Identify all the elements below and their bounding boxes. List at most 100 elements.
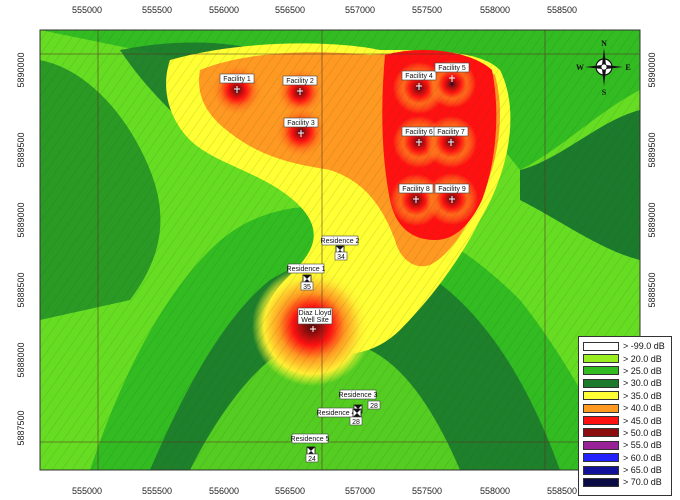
legend-row: > 60.0 dB	[583, 452, 667, 464]
legend-label: > 60.0 dB	[623, 452, 662, 463]
y-tick-label: 5889500	[16, 132, 26, 167]
x-tick-label: 558500	[547, 486, 577, 496]
legend-row: > 40.0 dB	[583, 402, 667, 414]
compass-s: S	[602, 88, 607, 97]
x-tick-label: 555000	[72, 5, 102, 15]
x-tick-label: 556500	[275, 5, 305, 15]
facility-labels: Facility 1 Facility 2 Facility 3 Facility 4…	[219, 62, 470, 203]
y-tick-label: 5888500	[16, 272, 26, 307]
residence-marker: Residence 5 24	[291, 433, 330, 463]
legend: > -99.0 dB > 20.0 dB > 25.0 dB > 30.0 dB > 3…	[578, 336, 672, 496]
facility-name: Facility 9	[438, 186, 466, 193]
x-tick-label: 555500	[142, 486, 172, 496]
legend-row: > 35.0 dB	[583, 390, 667, 402]
facility-name: Facility 8	[402, 186, 430, 193]
legend-label: > 25.0 dB	[623, 365, 662, 376]
legend-row: > 70.0 dB	[583, 476, 667, 488]
legend-label: > 55.0 dB	[623, 440, 662, 451]
y-tick-label: 5887500	[16, 410, 26, 445]
y-tick-label: 5889000	[16, 202, 26, 237]
residence-name: Residence 3	[339, 392, 378, 399]
compass-rose-icon: N S W E	[576, 39, 631, 97]
legend-row: > 20.0 dB	[583, 352, 667, 364]
x-tick-label: 556500	[275, 486, 305, 496]
facility-label: Facility 5	[434, 62, 470, 73]
legend-label: > 50.0 dB	[623, 427, 662, 438]
facility-label: Facility 4	[401, 70, 437, 81]
legend-swatch	[583, 378, 619, 388]
legend-swatch	[583, 403, 619, 413]
facility-label: Facility 7	[433, 126, 469, 137]
facility-marker	[298, 130, 304, 137]
facility-label: Facility 2	[282, 75, 318, 86]
residence-name: Residence 4	[317, 410, 356, 417]
legend-swatch	[583, 341, 619, 351]
legend-row: > 45.0 dB	[583, 414, 667, 426]
residence-value: 35	[303, 284, 311, 291]
residence-hourglass-icon	[352, 408, 362, 418]
x-tick-label: 555000	[72, 486, 102, 496]
residence-marker: Residence 2 34	[321, 235, 360, 261]
x-tick-label: 557500	[412, 5, 442, 15]
y-tick-label: 5888500	[647, 272, 657, 307]
legend-swatch	[583, 428, 619, 438]
facility-name: Facility 5	[438, 65, 466, 72]
y-tick-label: 5888000	[16, 342, 26, 377]
y-tick-label: 5889500	[647, 132, 657, 167]
residence-markers: Residence 1 35 Residence 2 34 Residence 3 28 R…	[287, 235, 381, 463]
well-site-label: Diaz Lloyd Well Site	[297, 307, 333, 325]
facility-name: Facility 6	[405, 129, 433, 136]
legend-label: > 40.0 dB	[623, 403, 662, 414]
facility-name: Facility 2	[286, 78, 314, 85]
legend-label: > -99.0 dB	[623, 341, 665, 352]
x-tick-label: 558000	[480, 486, 510, 496]
legend-label: > 65.0 dB	[623, 465, 662, 476]
facility-label: Facility 3	[283, 117, 319, 128]
facility-marker	[416, 139, 422, 146]
well-site-line2: Well Site	[301, 317, 329, 324]
facility-label: Facility 9	[434, 183, 470, 194]
legend-label: > 45.0 dB	[623, 415, 662, 426]
facility-name: Facility 7	[437, 129, 465, 136]
y-tick-label: 5889000	[647, 202, 657, 237]
facility-label: Facility 8	[398, 183, 434, 194]
facility-name: Facility 3	[287, 120, 315, 127]
legend-label: > 30.0 dB	[623, 378, 662, 389]
facility-name: Facility 1	[223, 76, 251, 83]
legend-swatch	[583, 440, 619, 450]
legend-swatch	[583, 366, 619, 376]
x-tick-label: 557000	[345, 5, 375, 15]
legend-row: > -99.0 dB	[583, 340, 667, 352]
facility-marker	[448, 139, 454, 146]
facility-marker	[449, 196, 455, 203]
compass-w: W	[576, 63, 584, 72]
well-site-line1: Diaz Lloyd	[299, 310, 332, 317]
residence-name: Residence 2	[321, 238, 360, 245]
x-tick-label: 558000	[480, 5, 510, 15]
residence-value: 28	[370, 403, 378, 410]
facility-marker	[234, 86, 240, 93]
legend-label: > 35.0 dB	[623, 390, 662, 401]
residence-value: 28	[352, 419, 360, 426]
x-tick-label: 556000	[209, 486, 239, 496]
residence-name: Residence 1	[287, 266, 326, 273]
facility-name: Facility 4	[405, 73, 433, 80]
legend-label: > 20.0 dB	[623, 353, 662, 364]
legend-swatch	[583, 465, 619, 475]
legend-label: > 70.0 dB	[623, 477, 662, 488]
x-tick-label: 556000	[209, 5, 239, 15]
y-tick-label: 5890000	[647, 52, 657, 87]
residence-marker: Residence 1 35	[287, 263, 326, 291]
legend-row: > 55.0 dB	[583, 439, 667, 451]
x-tick-label: 557000	[345, 486, 375, 496]
residence-value: 34	[337, 254, 345, 261]
x-tick-label: 555500	[142, 5, 172, 15]
compass-n: N	[601, 39, 607, 48]
legend-row: > 50.0 dB	[583, 427, 667, 439]
residence-name: Residence 5	[291, 436, 330, 443]
x-axis-bottom: 555000 555500 556000 556500 557000 557500 5580…	[72, 486, 577, 496]
facility-marker	[297, 88, 303, 95]
facility-label: Facility 1	[219, 73, 255, 84]
